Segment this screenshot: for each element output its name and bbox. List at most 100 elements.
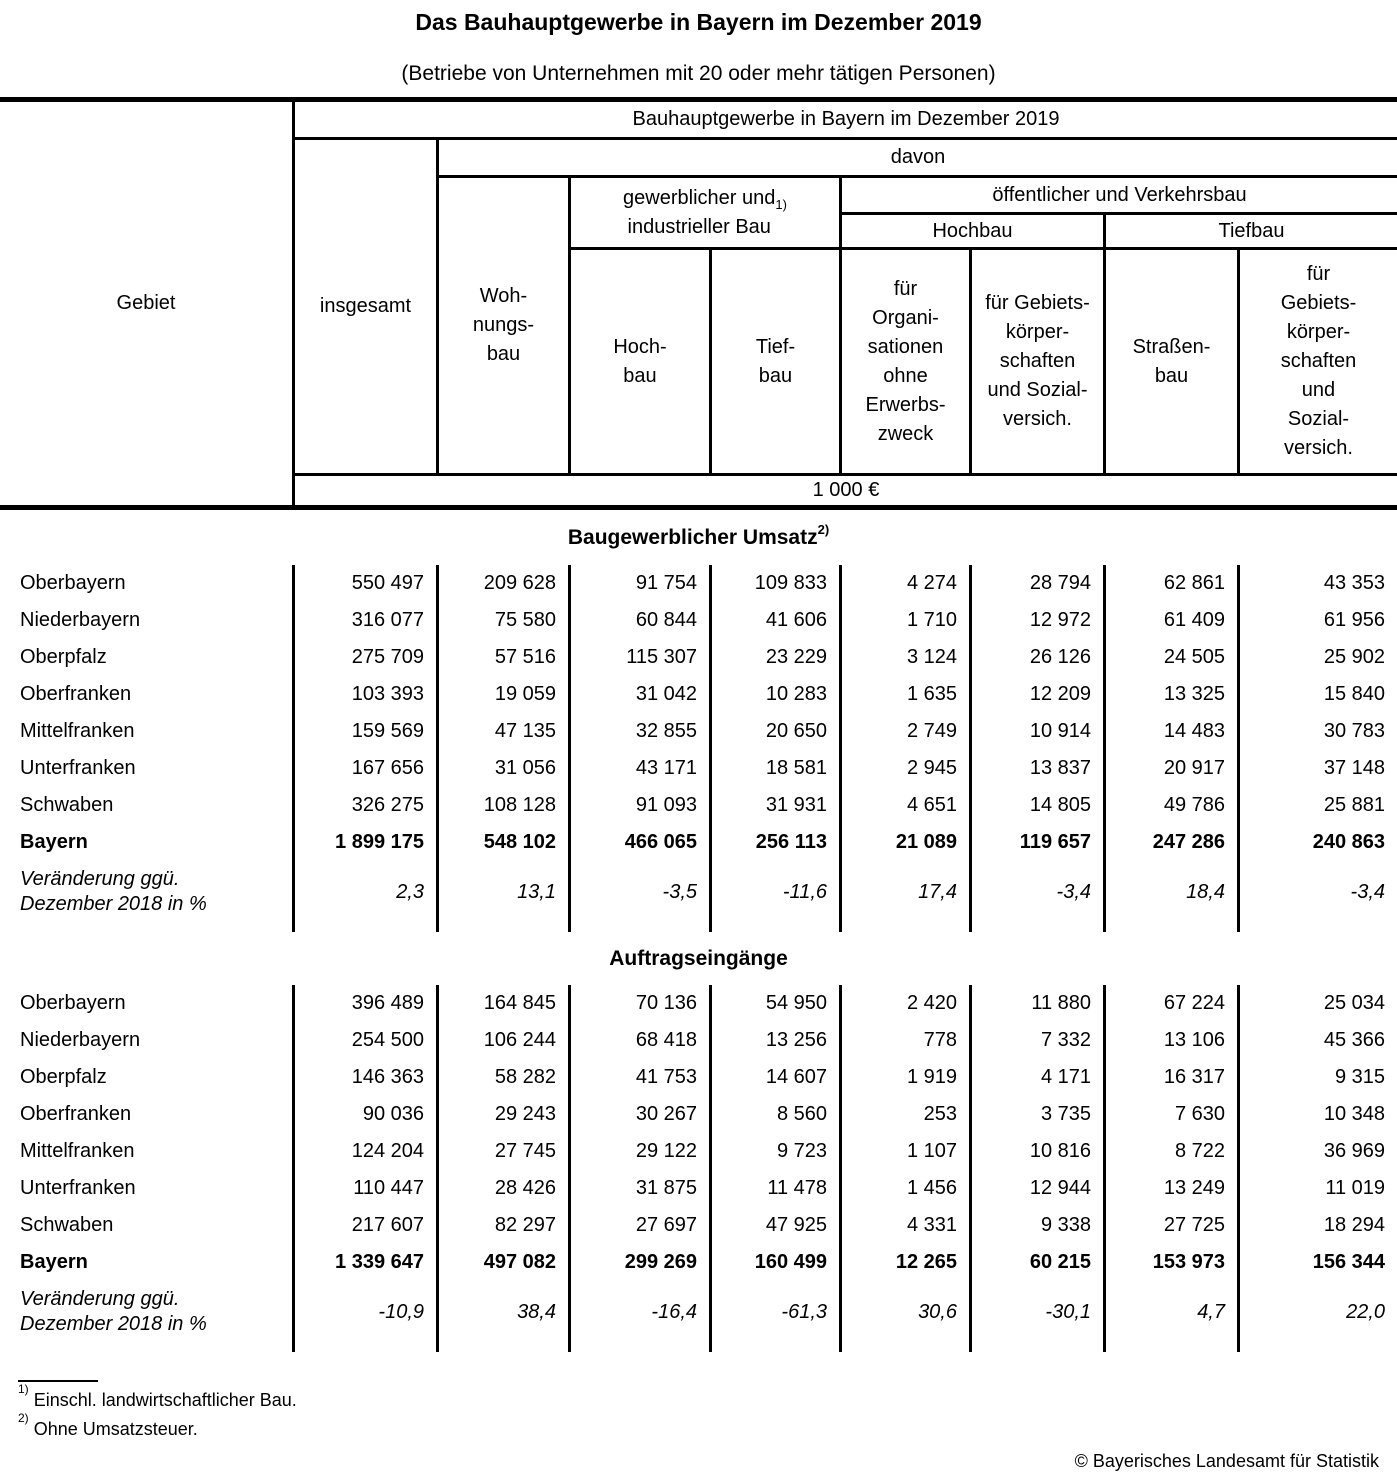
page-subtitle: (Betriebe von Unternehmen mit 20 oder me… (401, 62, 996, 85)
cell-value: 37 148 (1323, 757, 1385, 779)
footnote-1: 1) Einschl. landwirtschaftlicher Bau. (18, 1383, 1397, 1411)
unit-row: 1 000 € (295, 473, 1397, 505)
cell-value: 57 516 (439, 639, 571, 676)
section-title: Baugewerblicher Umsatz 2) (567, 521, 830, 549)
row-label: Oberfranken (0, 1096, 295, 1133)
cell-value: 16 317 (1106, 1059, 1240, 1096)
column-rule-tail-cell (0, 923, 295, 932)
table-row: Oberbayern 396 489 164 845 70 136 54 950 2 42… (0, 985, 1397, 1022)
col-header-oeffentlicher-verkehrsbau: öffentlicher und Verkehrsbau (842, 178, 1397, 215)
cell-value: 10 348 (1323, 1103, 1385, 1125)
cell-value: 30 267 (571, 1096, 712, 1133)
column-rule-tail-cell (0, 1343, 295, 1352)
cell-value: 2 945 (842, 750, 972, 787)
cell-value: 12 209 (972, 676, 1106, 713)
cell-value: -30,1 (972, 1281, 1106, 1343)
column-rule-tail-cell (571, 923, 712, 932)
table-row: Niederbayern 254 500 106 244 68 418 13 256 77… (0, 1022, 1397, 1059)
column-rule-tail-cell (571, 1343, 712, 1352)
cell-value: 15 840 (1323, 683, 1385, 705)
cell-value: 41 606 (712, 602, 842, 639)
cell-value: 47 135 (439, 713, 571, 750)
row-label: Schwaben (0, 1207, 295, 1244)
cell-value: 27 745 (439, 1133, 571, 1170)
cell-value: 18,4 (1106, 861, 1240, 923)
cell-value: 164 845 (439, 985, 571, 1022)
cell-value: 1 899 175 (295, 824, 439, 861)
row-label: Veränderung ggü. Dezember 2018 in % (0, 861, 295, 923)
cell-value: -16,4 (571, 1281, 712, 1343)
cell-value: 4 171 (972, 1059, 1106, 1096)
cell-value: 14 805 (972, 787, 1106, 824)
cell-value: 9 723 (712, 1133, 842, 1170)
copyright-notice: © Bayerisches Landesamt für Statistik (1074, 1451, 1379, 1471)
row-label: Unterfranken (0, 1170, 295, 1207)
section-auftragseingaenge: Auftragseingänge Oberbayern 396 489 164 84… (0, 932, 1397, 1352)
cell-value: 31 056 (439, 750, 571, 787)
cell-value: 36 969 (1323, 1140, 1385, 1162)
col-header-tiefbau-group: Tiefbau (1106, 215, 1397, 250)
cell-value: 209 628 (439, 565, 571, 602)
cell-value: 31 875 (571, 1170, 712, 1207)
row-label: Oberpfalz (0, 639, 295, 676)
cell-value: 2,3 (295, 861, 439, 923)
footnote-2: 2) Ohne Umsatzsteuer. (18, 1412, 1397, 1440)
col-header-gewerblicher-bau-text: gewerblicher und industrieller Bau (623, 186, 776, 238)
cell-value: 61 409 (1106, 602, 1240, 639)
cell-value: 2 749 (842, 713, 972, 750)
cell-value: 28 426 (439, 1170, 571, 1207)
cell-value: 13,1 (439, 861, 571, 923)
column-rule-tail-cell (842, 923, 972, 932)
cell-value: 31 931 (712, 787, 842, 824)
table-row: Bayern 1 339 647 497 082 299 269 160 499 12 2… (0, 1244, 1397, 1281)
cell-value: 43 353 (1323, 572, 1385, 594)
section-baugewerblicher-umsatz: Baugewerblicher Umsatz 2) Oberbayern 550 4… (0, 510, 1397, 932)
table-row: Oberfranken 103 393 19 059 31 042 10 283 1 63… (0, 676, 1397, 713)
section-title-text: Baugewerblicher Umsatz (567, 525, 818, 549)
cell-value: 299 269 (571, 1244, 712, 1281)
cell-value: 7 332 (972, 1022, 1106, 1059)
cell-value: 30,6 (842, 1281, 972, 1343)
row-label: Veränderung ggü. Dezember 2018 in % (0, 1281, 295, 1343)
footnote-divider (18, 1380, 98, 1382)
cell-value: 13 325 (1106, 676, 1240, 713)
cell-value: -3,4 (1350, 880, 1385, 903)
cell-value: 26 126 (972, 639, 1106, 676)
cell-value: 1 919 (842, 1059, 972, 1096)
cell-value: 17,4 (842, 861, 972, 923)
cell-value: 1 339 647 (295, 1244, 439, 1281)
cell-value: 21 089 (842, 824, 972, 861)
cell-value: 247 286 (1106, 824, 1240, 861)
cell-value: -10,9 (295, 1281, 439, 1343)
col-header-hochbau: Hoch- bau (571, 250, 712, 473)
cell-value: 2 420 (842, 985, 972, 1022)
cell-value: 159 569 (295, 713, 439, 750)
cell-value: 29 122 (571, 1133, 712, 1170)
footnote-2-text: Ohne Umsatzsteuer. (33, 1419, 198, 1439)
column-rule-tail-cell (712, 923, 842, 932)
cell-value: 18 581 (712, 750, 842, 787)
column-rule-tail (0, 923, 1397, 932)
page-title: Das Bauhauptgewerbe in Bayern im Dezembe… (415, 9, 982, 35)
cell-value: 1 456 (842, 1170, 972, 1207)
column-rule-tail (0, 1343, 1397, 1352)
table-row: Schwaben 217 607 82 297 27 697 47 925 4 331 9 … (0, 1207, 1397, 1244)
table-row: Veränderung ggü. Dezember 2018 in % -10,9… (0, 1281, 1397, 1343)
row-label: Oberpfalz (0, 1059, 295, 1096)
cell-value: 18 294 (1323, 1214, 1385, 1236)
section-title: Auftragseingänge (0, 932, 1397, 985)
cell-value: 91 754 (571, 565, 712, 602)
col-header-tiefbau: Tief- bau (712, 250, 842, 473)
cell-value: 13 256 (712, 1022, 842, 1059)
cell-value: 167 656 (295, 750, 439, 787)
cell-value: 550 497 (295, 565, 439, 602)
cell-value: 497 082 (439, 1244, 571, 1281)
cell-value: 4,7 (1106, 1281, 1240, 1343)
table-row: Mittelfranken 159 569 47 135 32 855 20 650 2 … (0, 713, 1397, 750)
col-header-wohnungsbau: Woh- nungs- bau (439, 178, 571, 473)
section-title-text: Auftragseingänge (609, 946, 788, 970)
cell-value: 156 344 (1312, 1251, 1385, 1273)
cell-value: 24 505 (1106, 639, 1240, 676)
row-label: Niederbayern (0, 1022, 295, 1059)
col-header-hochbau-group: Hochbau (842, 215, 1106, 250)
